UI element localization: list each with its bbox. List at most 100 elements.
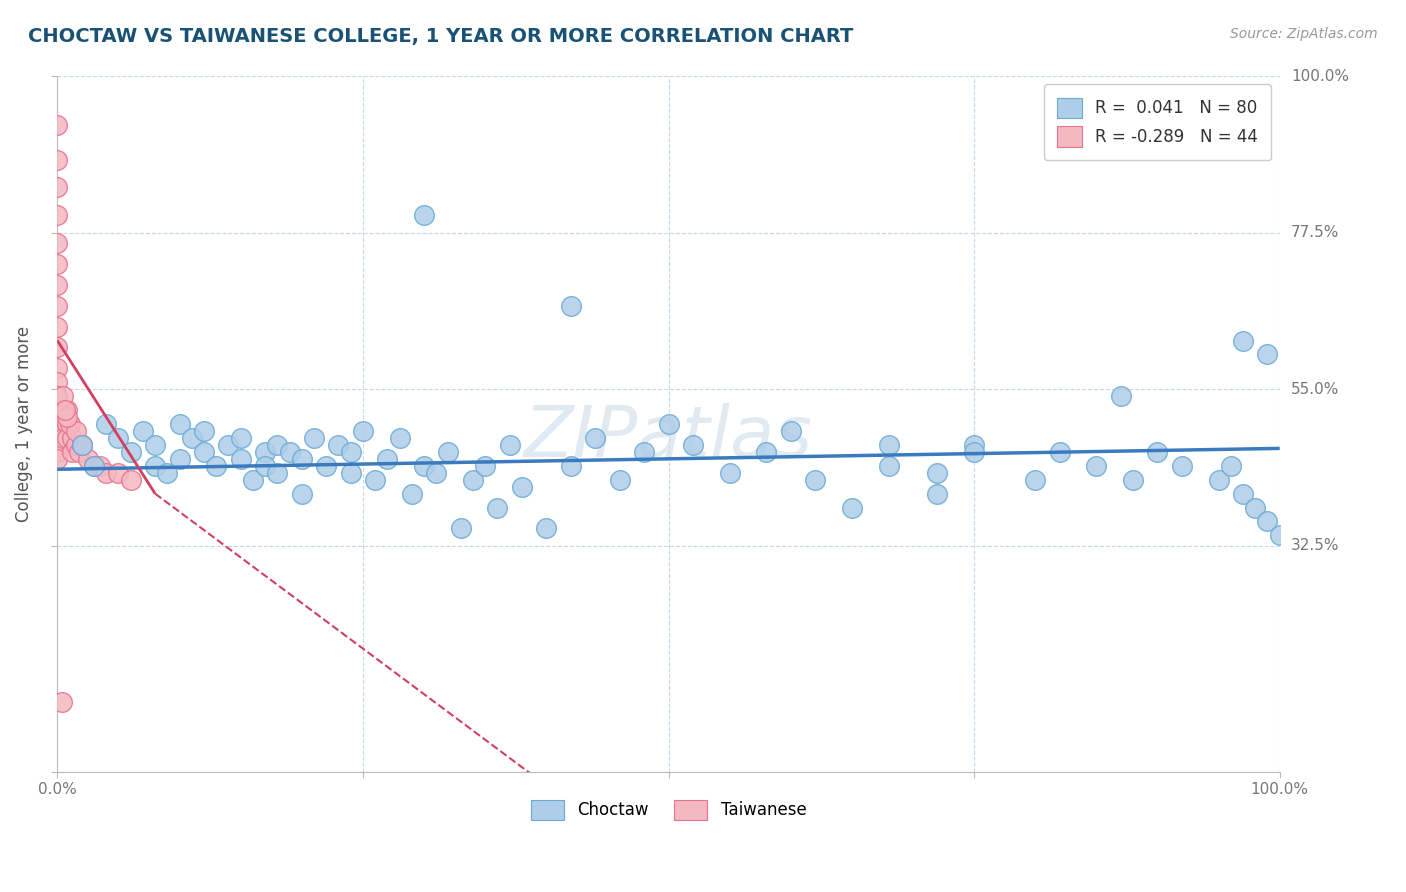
Point [46,319,69,334]
Point [46,341,69,355]
Legend: Choctaw, Taiwanese: Choctaw, Taiwanese [517,787,820,833]
Point [963,438,986,452]
Point [1232,486,1254,500]
Point [70,438,93,452]
Point [70,438,93,452]
Point [229,451,252,466]
Point [143,458,166,473]
Text: ZIPatlas: ZIPatlas [524,403,813,473]
Point [46,118,69,132]
Point [278,445,301,459]
Point [328,438,350,452]
Point [963,445,986,459]
Point [46,417,69,431]
Text: Source: ZipAtlas.com: Source: ZipAtlas.com [1230,27,1378,41]
Point [180,431,202,445]
Point [46,376,69,390]
Point [339,445,361,459]
Point [56,403,79,417]
Point [53,403,76,417]
Point [193,445,215,459]
Text: CHOCTAW VS TAIWANESE COLLEGE, 1 YEAR OR MORE CORRELATION CHART: CHOCTAW VS TAIWANESE COLLEGE, 1 YEAR OR … [28,27,853,45]
Point [132,424,155,438]
Point [46,180,69,194]
Point [46,361,69,376]
Point [682,438,704,452]
Point [52,389,75,403]
Point [1256,347,1278,361]
Point [169,451,191,466]
Point [1256,515,1278,529]
Point [1268,528,1291,542]
Point [52,403,75,417]
Point [67,445,90,459]
Point [413,208,436,222]
Point [510,480,533,494]
Point [46,389,69,403]
Point [169,417,191,431]
Point [1208,473,1230,487]
Point [315,458,337,473]
Point [46,451,69,466]
Point [46,445,69,459]
Point [242,473,264,487]
Point [1146,445,1168,459]
Point [461,473,484,487]
Point [83,458,105,473]
Point [927,486,949,500]
Point [254,458,277,473]
Point [657,417,679,431]
Point [377,451,399,466]
Point [1085,458,1108,473]
Point [52,431,75,445]
Point [120,445,142,459]
Point [1024,473,1046,487]
Point [1219,458,1241,473]
Point [89,458,111,473]
Point [156,466,179,480]
Point [877,438,900,452]
Point [58,417,80,431]
Point [560,299,582,313]
Point [583,431,606,445]
Y-axis label: College, 1 year or more: College, 1 year or more [15,326,32,522]
Point [437,445,460,459]
Point [65,424,87,438]
Point [450,521,472,535]
Point [107,431,129,445]
Point [927,466,949,480]
Point [46,431,69,445]
Point [425,466,447,480]
Point [46,153,69,167]
Text: 32.5%: 32.5% [1291,539,1340,553]
Point [302,431,325,445]
Point [633,445,655,459]
Point [217,438,239,452]
Point [143,438,166,452]
Point [51,695,73,709]
Point [46,403,69,417]
Text: 100.0%: 100.0% [1291,69,1348,84]
Point [498,438,520,452]
Point [193,424,215,438]
Point [46,389,69,403]
Point [56,410,79,425]
Point [96,466,118,480]
Point [1109,389,1132,403]
Point [486,500,509,515]
Point [718,466,741,480]
Point [46,277,69,292]
Point [388,431,411,445]
Point [46,257,69,271]
Point [1244,500,1267,515]
Point [46,208,69,222]
Point [1122,473,1144,487]
Point [70,438,93,452]
Point [352,424,374,438]
Point [56,417,79,431]
Text: 77.5%: 77.5% [1291,225,1339,240]
Point [65,438,87,452]
Point [339,466,361,480]
Point [536,521,558,535]
Point [266,466,288,480]
